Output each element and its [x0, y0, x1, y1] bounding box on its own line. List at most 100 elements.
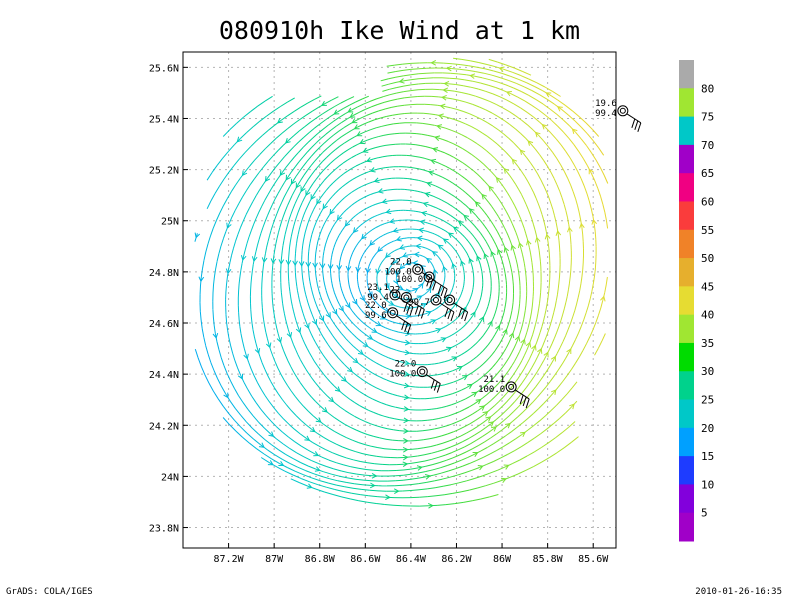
- streamline-segment: [519, 455, 528, 461]
- streamline-segment: [200, 319, 203, 329]
- streamline-segment: [497, 369, 502, 374]
- streamline-segment: [387, 211, 391, 213]
- wind-barb-feather: [436, 383, 441, 393]
- streamline-segment: [307, 410, 314, 417]
- streamline-arrow: [322, 407, 328, 413]
- streamline-arrow: [278, 461, 285, 466]
- streamline-segment: [267, 188, 272, 195]
- streamline-segment: [532, 329, 535, 335]
- streamline-segment: [238, 283, 240, 292]
- streamline-segment: [348, 235, 352, 239]
- streamline-segment: [334, 165, 340, 170]
- streamline-segment: [335, 443, 343, 448]
- streamline-segment: [389, 417, 395, 420]
- streamline-arrow: [447, 232, 454, 238]
- streamline-segment: [598, 147, 605, 156]
- streamline-segment: [271, 458, 280, 464]
- streamline-segment: [425, 213, 429, 215]
- streamline-segment: [311, 288, 313, 294]
- streamline-segment: [513, 103, 521, 109]
- streamline-segment: [380, 262, 382, 265]
- streamline-segment: [212, 317, 215, 326]
- streamline-segment: [366, 325, 370, 328]
- streamline-segment: [200, 268, 203, 278]
- streamline-segment: [371, 241, 375, 244]
- streamline-segment: [294, 315, 297, 321]
- streamline-segment: [355, 98, 363, 103]
- streamline-segment: [492, 139, 498, 145]
- streamline-segment: [457, 341, 462, 345]
- streamline-arrow: [295, 182, 301, 189]
- streamline-segment: [404, 96, 411, 99]
- streamline-segment: [486, 228, 490, 233]
- streamline-arrow: [341, 376, 347, 382]
- streamline-segment: [298, 156, 304, 163]
- streamline-segment: [597, 340, 603, 349]
- streamline-segment: [454, 90, 462, 93]
- streamline-segment: [296, 452, 305, 458]
- streamline-segment: [469, 296, 472, 300]
- streamline-segment: [325, 240, 328, 245]
- streamline-arrow: [415, 243, 422, 250]
- streamline-segment: [375, 312, 378, 315]
- streamline-segment: [534, 86, 543, 92]
- streamline-segment: [291, 226, 294, 233]
- streamline-segment: [249, 442, 258, 450]
- streamline-segment: [470, 262, 473, 265]
- streamline-segment: [468, 434, 475, 439]
- streamline-segment: [430, 250, 433, 252]
- streamline-segment: [490, 153, 496, 159]
- streamline-segment: [523, 199, 527, 205]
- colorbar-label: 35: [701, 337, 714, 350]
- streamline-segment: [280, 373, 285, 381]
- streamline-segment: [382, 365, 387, 369]
- streamline-segment: [324, 287, 327, 291]
- streamline-segment: [277, 333, 281, 340]
- streamline-segment: [254, 251, 257, 259]
- streamline-segment: [424, 256, 426, 259]
- streamline-segment: [351, 252, 354, 255]
- streamline-segment: [297, 179, 302, 186]
- streamline-arrow: [436, 124, 443, 130]
- streamline-segment: [543, 397, 550, 404]
- streamline-segment: [329, 478, 339, 482]
- streamline-segment: [528, 367, 533, 373]
- streamline-segment: [329, 195, 333, 200]
- streamline-segment: [348, 178, 354, 183]
- streamline-segment: [534, 148, 540, 155]
- streamline-segment: [534, 433, 542, 439]
- streamline-segment: [532, 267, 534, 273]
- streamline-segment: [389, 289, 391, 292]
- streamline-segment: [326, 486, 335, 490]
- streamline-segment: [456, 239, 459, 242]
- x-tick-label: 85.6W: [578, 554, 609, 565]
- streamline-segment: [395, 260, 397, 262]
- streamline-segment: [246, 236, 250, 244]
- wind-barb-feather: [420, 309, 425, 319]
- streamline-segment: [594, 231, 597, 240]
- streamline-arrow: [430, 59, 437, 66]
- streamline-arrow: [375, 268, 381, 275]
- streamline-segment: [373, 321, 377, 324]
- streamline-segment: [497, 116, 505, 121]
- streamline-segment: [337, 235, 340, 239]
- streamline-segment: [369, 217, 373, 220]
- streamline-arrow: [514, 335, 521, 342]
- streamline-segment: [432, 320, 435, 322]
- streamline-segment: [292, 203, 296, 210]
- streamline-segment: [344, 139, 350, 144]
- streamline-segment: [486, 306, 489, 310]
- streamline-segment: [310, 117, 317, 123]
- streamline-segment: [397, 258, 399, 260]
- streamline-segment: [379, 305, 382, 308]
- streamline-segment: [327, 172, 332, 177]
- streamline-segment: [277, 187, 282, 194]
- streamline-segment: [403, 74, 411, 77]
- streamline-segment: [468, 229, 471, 233]
- streamline-segment: [459, 295, 461, 299]
- streamline-segment: [462, 462, 470, 467]
- streamline-segment: [472, 234, 475, 238]
- streamline-segment: [425, 464, 433, 467]
- streamline-segment: [326, 293, 329, 298]
- streamline-segment: [468, 333, 472, 337]
